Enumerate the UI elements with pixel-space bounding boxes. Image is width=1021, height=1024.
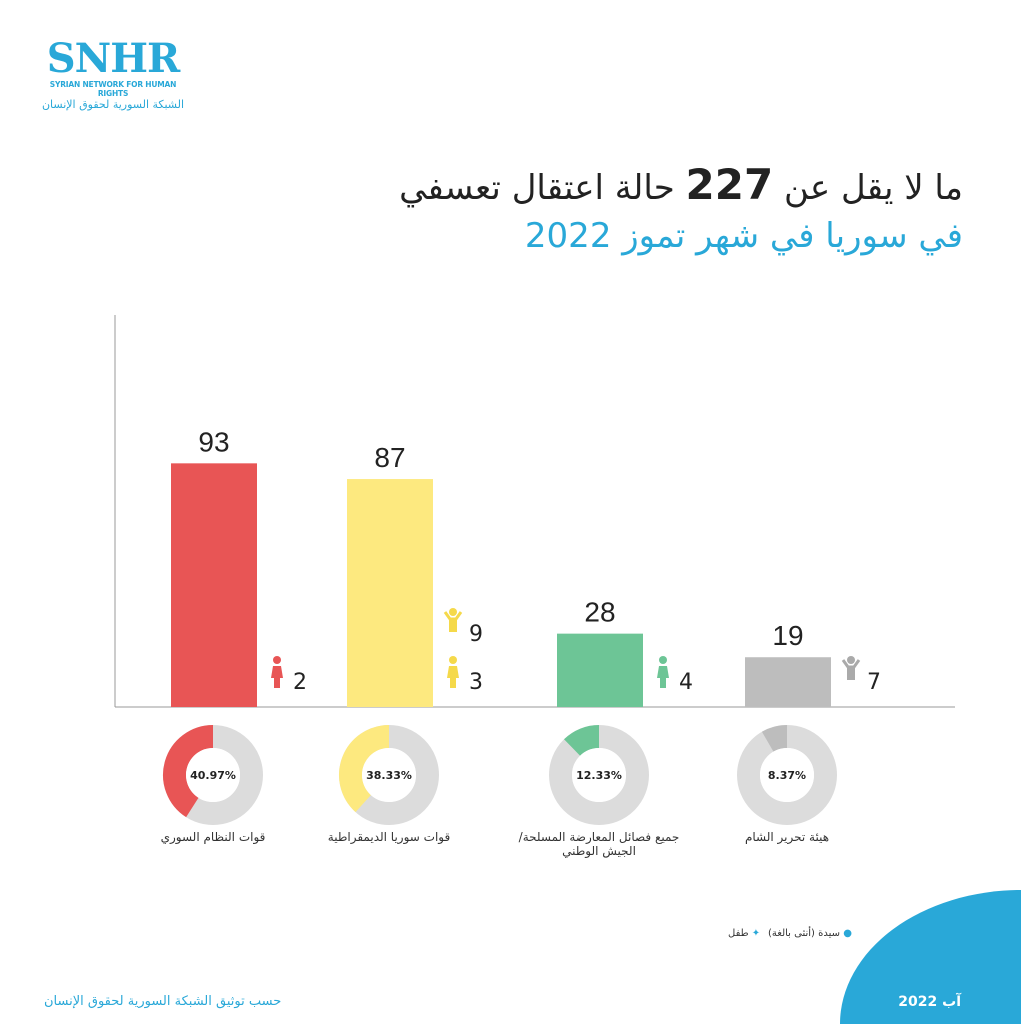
child-icon [841,656,861,680]
child-icon [443,608,463,632]
report-date: آب 2022 [898,994,961,1010]
legend-woman: ● سيدة (أنثى بالغة) [768,928,852,939]
logo-abbr: SNHR [46,35,180,82]
bar [745,657,831,707]
percent-label: 38.33% [366,769,412,782]
legend-woman-label: سيدة (أنثى بالغة) [768,928,841,939]
logo-ar: الشبكة السورية لحقوق الإنسان [41,98,185,111]
logo-en: SYRIAN NETWORK FOR HUMAN RIGHTS [49,80,177,98]
woman-icon [447,656,459,688]
women-count: 3 [469,670,483,695]
bar-value-label: 93 [198,426,229,457]
title-post: حالة اعتقال تعسفي [399,168,675,208]
donut-hole [362,748,416,802]
bar [171,463,257,707]
bar-chart: 93 2 40.97% 87 3 9 38.33% 28 4 12.33% 19 7 8.37% [114,315,955,825]
bar-value-label: 19 [772,620,803,651]
donut-segment [339,725,390,813]
woman-icon: ● [843,928,852,939]
donut-hole [186,748,240,802]
woman-icon [657,656,669,688]
donut-segment [564,725,600,757]
legend-child-label: طفل [728,928,749,939]
child-icon: ✦ [751,928,761,939]
snhr-logo: SNHR SYRIAN NETWORK FOR HUMAN RIGHTS الش… [40,35,186,112]
percent-label: 40.97% [190,769,236,782]
legend-child: ✦ طفل [728,928,760,939]
bar [557,633,643,707]
woman-icon [271,656,283,688]
percent-label: 12.33% [576,769,622,782]
source-note: حسب توثيق الشبكة السورية لحقوق الإنسان [44,994,282,1009]
percent-label: 8.37% [768,769,806,782]
donut-hole [572,748,626,802]
children-count: 9 [469,622,483,647]
donut-hole [760,748,814,802]
category-label: قوات سوريا الديمقراطية [327,830,451,844]
women-count: 2 [293,670,307,695]
donut-segment [163,725,214,818]
title-total: 227 [685,160,774,209]
category-label: جميع فصائل المعارضة المسلحة/ الجيش الوطن… [518,830,680,858]
title-line2: في سوريا في شهر تموز 2022 [524,216,963,256]
category-label: قوات النظام السوري [160,830,266,844]
category-label: هيئة تحرير الشام [744,830,830,844]
title-pre: ما لا يقل عن [784,168,963,208]
women-count: 4 [679,670,693,695]
children-count: 7 [867,670,881,695]
title-line1: ما لا يقل عن 227 حالة اعتقال تعسفي [399,160,963,209]
donut-segment [761,725,788,752]
bar-value-label: 87 [374,442,405,473]
bar-value-label: 28 [584,597,615,628]
bar [347,479,433,707]
